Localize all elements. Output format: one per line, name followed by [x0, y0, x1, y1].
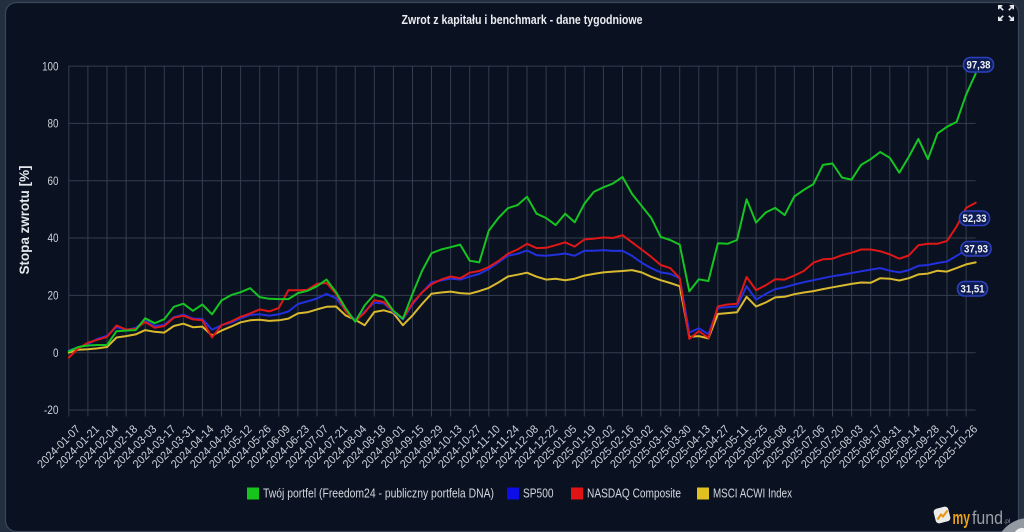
svg-text:Zwrot z kapitału i benchmark -: Zwrot z kapitału i benchmark - dane tygo…	[402, 12, 643, 27]
svg-text:52,33: 52,33	[963, 213, 987, 225]
svg-text:.pl: .pl	[1004, 518, 1011, 525]
svg-text:97,38: 97,38	[967, 60, 991, 72]
svg-text:60: 60	[48, 174, 59, 188]
svg-text:-20: -20	[44, 403, 59, 417]
svg-text:NASDAQ Composite: NASDAQ Composite	[587, 487, 681, 501]
svg-text:MSCI ACWI Index: MSCI ACWI Index	[713, 487, 793, 501]
svg-text:fund: fund	[972, 508, 1003, 528]
svg-text:31,51: 31,51	[961, 284, 985, 296]
svg-text:37,93: 37,93	[964, 244, 988, 256]
svg-text:100: 100	[42, 59, 59, 73]
svg-text:Stopa zwrotu [%]: Stopa zwrotu [%]	[17, 166, 32, 275]
svg-text:80: 80	[48, 117, 59, 131]
svg-text:20: 20	[48, 289, 59, 303]
svg-text:40: 40	[48, 231, 59, 245]
svg-text:Twój portfel (Freedom24 - publ: Twój portfel (Freedom24 - publiczny port…	[263, 487, 494, 501]
svg-text:my: my	[953, 508, 971, 528]
svg-text:0: 0	[53, 346, 59, 360]
svg-text:SP500: SP500	[523, 487, 554, 501]
